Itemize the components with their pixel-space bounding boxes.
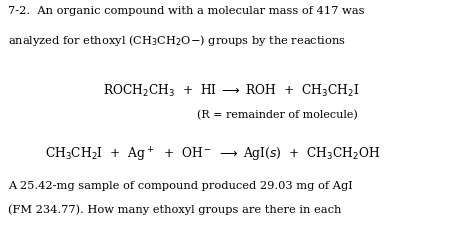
Text: (FM 234.77). How many ethoxyl groups are there in each: (FM 234.77). How many ethoxyl groups are… (8, 204, 342, 214)
Text: ROCH$_2$CH$_3$  +  HI $\longrightarrow$ ROH  +  CH$_3$CH$_2$I: ROCH$_2$CH$_3$ + HI $\longrightarrow$ RO… (103, 82, 359, 98)
Text: analyzed for ethoxyl (CH$_3$CH$_2$O$-$) groups by the reactions: analyzed for ethoxyl (CH$_3$CH$_2$O$-$) … (8, 33, 346, 47)
Text: A 25.42-mg sample of compound produced 29.03 mg of AgI: A 25.42-mg sample of compound produced 2… (8, 180, 353, 190)
Text: (R = remainder of molecule): (R = remainder of molecule) (197, 109, 358, 119)
Text: 7-2.  An organic compound with a molecular mass of 417 was: 7-2. An organic compound with a molecula… (8, 6, 365, 16)
Text: CH$_3$CH$_2$I  +  Ag$^+$  +  OH$^-$ $\longrightarrow$ AgI($s$)  +  CH$_3$CH$_2$O: CH$_3$CH$_2$I + Ag$^+$ + OH$^-$ $\longri… (45, 145, 380, 163)
